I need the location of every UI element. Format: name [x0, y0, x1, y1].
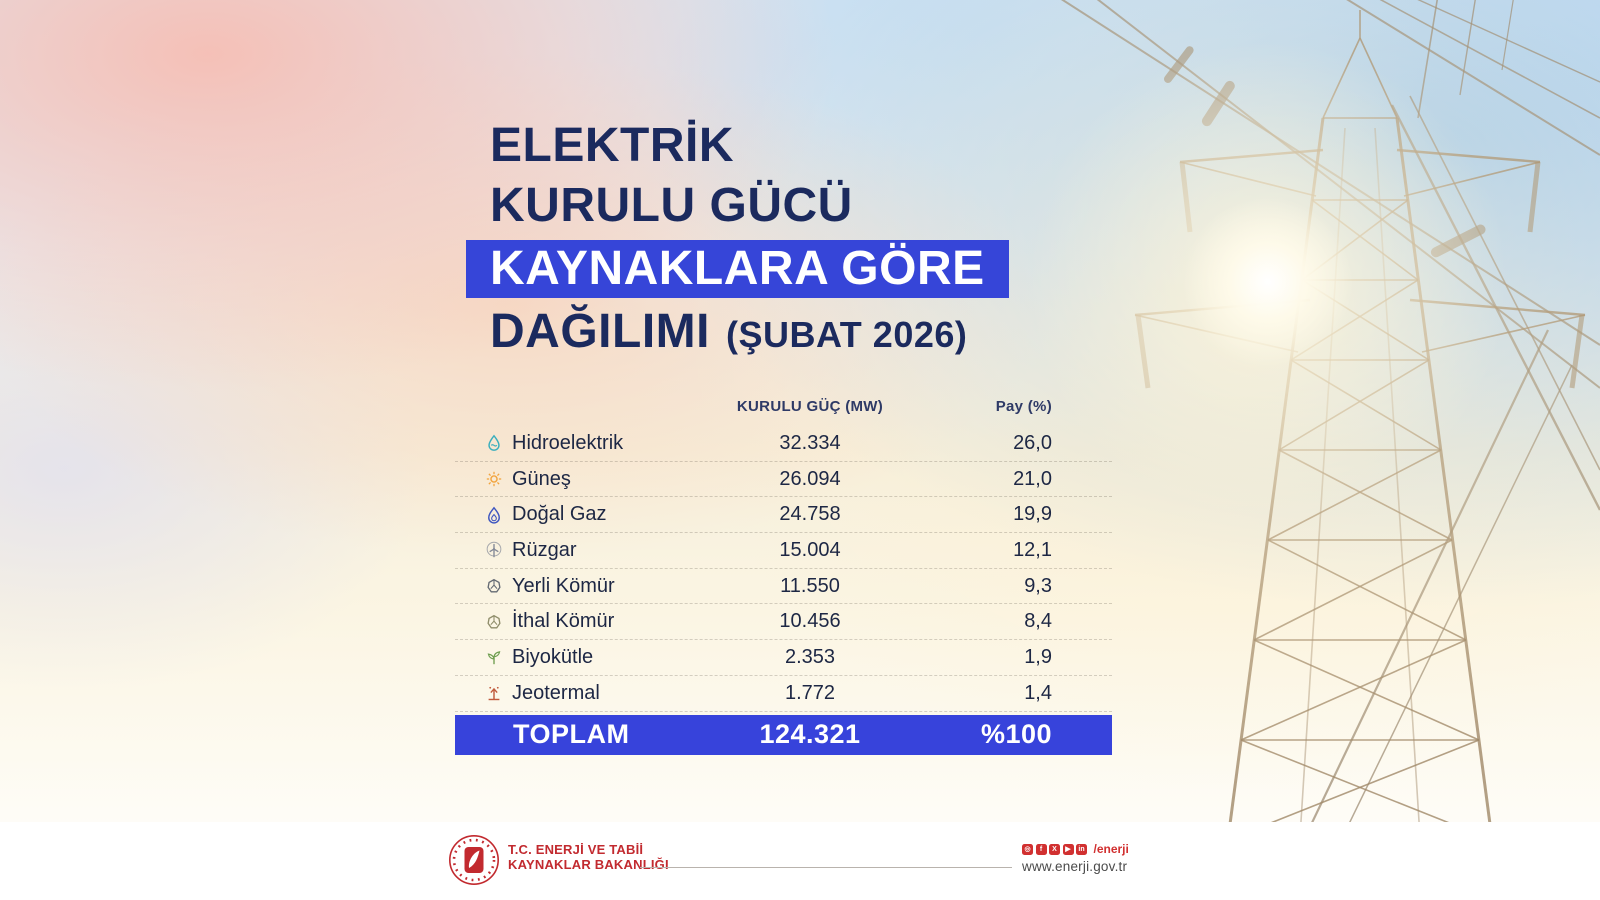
share-value: 9,3 [1024, 574, 1052, 597]
ministry-name: T.C. ENERJİ VE TABİİ KAYNAKLAR BAKANLIĞI [508, 842, 669, 872]
capacity-value: 24.758 [779, 503, 841, 526]
source-label: Biyokütle [512, 645, 594, 668]
table-row: Güneş 26.094 21,0 [455, 462, 1112, 498]
share-value: 1,4 [1024, 681, 1052, 704]
table-row: İthal Kömür 10.456 8,4 [455, 604, 1112, 641]
youtube-icon: ▶ [1062, 843, 1074, 855]
footer-divider [640, 867, 1012, 868]
capacity-value: 32.334 [779, 431, 841, 454]
linkedin-icon: in [1076, 843, 1087, 855]
source-label: Güneş [512, 467, 571, 490]
share-value: 26,0 [1013, 431, 1052, 454]
wind-turbine-icon [486, 542, 502, 558]
social-handle: /enerji [1093, 842, 1129, 856]
table-row: Yerli Kömür 11.550 9,3 [455, 569, 1112, 605]
coal-icon [487, 614, 501, 629]
capacity-value: 15.004 [779, 538, 841, 561]
ministry-name-line2: KAYNAKLAR BAKANLIĞI [508, 857, 669, 872]
share-value: 1,9 [1024, 645, 1052, 668]
capacity-value: 11.550 [780, 574, 840, 597]
sun-icon [486, 471, 502, 487]
ministry-logo [448, 834, 500, 886]
column-capacity: KURULU GÜÇ (MW) [736, 397, 884, 415]
source-label: Hidroelektrik [512, 431, 624, 454]
total-capacity: 124.321 [759, 719, 861, 749]
geothermal-icon [488, 687, 500, 701]
source-label: Rüzgar [512, 538, 577, 561]
page-title: ELEKTRİK KURULU GÜCÜ KAYNAKLARA GÖRE DAĞ… [466, 116, 1009, 362]
total-share: %100 [980, 719, 1052, 749]
capacity-value: 10.456 [779, 610, 841, 633]
table-row: Doğal Gaz 24.758 19,9 [455, 497, 1112, 534]
total-label: TOPLAM [513, 719, 630, 749]
biomass-plant-icon [487, 651, 501, 665]
instagram-icon: ◎ [1022, 843, 1033, 855]
facebook-icon: f [1035, 843, 1047, 855]
share-value: 19,9 [1013, 503, 1052, 526]
coal-icon [487, 579, 501, 593]
table-row: Hidroelektrik 32.334 26,0 [455, 426, 1112, 462]
table-row: Rüzgar 15.004 12,1 [455, 533, 1112, 569]
table-row: Biyokütle 2.353 1,9 [455, 640, 1112, 676]
title-line-4: DAĞILIMI [490, 305, 710, 358]
source-label: İthal Kömür [512, 610, 615, 633]
share-value: 8,4 [1024, 610, 1052, 633]
share-value: 12,1 [1013, 538, 1052, 561]
water-drop-icon [488, 435, 500, 452]
gas-flame-icon [488, 506, 500, 524]
source-label: Doğal Gaz [512, 503, 607, 526]
title-date: (ŞUBAT 2026) [725, 314, 968, 355]
capacity-value: 1.772 [784, 681, 836, 704]
social-block: ◎ f X ▶ in /enerji www.enerji.gov.tr [1022, 842, 1129, 874]
total-row: TOPLAM 124.321 %100 [455, 714, 1112, 755]
x-icon: X [1049, 843, 1060, 855]
transmission-tower-photo [1060, 0, 1600, 900]
capacity-value: 2.353 [784, 645, 836, 668]
column-share: Pay (%) [995, 397, 1052, 415]
capacity-table: KURULU GÜÇ (MW) Pay (%) Hidroelektrik 32… [455, 394, 1112, 755]
table-row: Jeotermal 1.772 1,4 [455, 676, 1112, 712]
title-line-1: ELEKTRİK [490, 119, 734, 172]
title-highlight-box: KAYNAKLARA GÖRE [466, 240, 1009, 298]
website-url: www.enerji.gov.tr [1022, 859, 1128, 874]
source-label: Yerli Kömür [512, 574, 615, 597]
share-value: 21,0 [1013, 467, 1052, 490]
ministry-name-line1: T.C. ENERJİ VE TABİİ [508, 842, 644, 857]
source-label: Jeotermal [512, 681, 600, 704]
footer: T.C. ENERJİ VE TABİİ KAYNAKLAR BAKANLIĞI… [0, 822, 1600, 900]
title-line-2: KURULU GÜCÜ [490, 179, 853, 232]
table-header: KURULU GÜÇ (MW) Pay (%) [455, 394, 1112, 418]
capacity-value: 26.094 [779, 467, 841, 490]
